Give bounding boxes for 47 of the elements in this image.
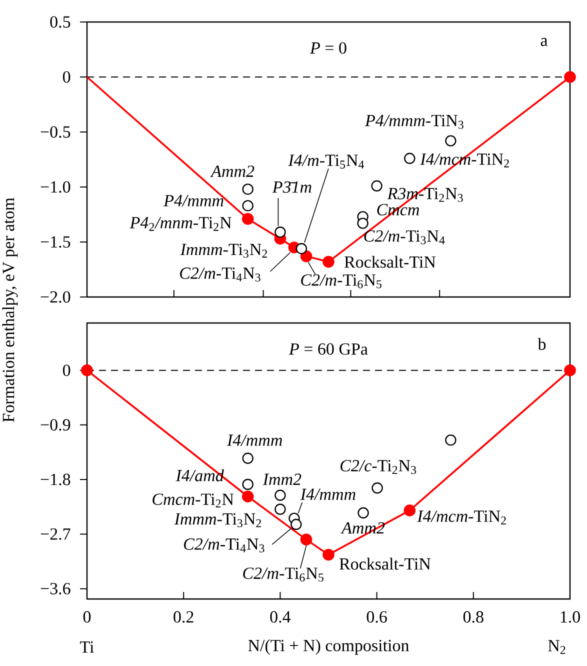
y-axis-title: Formation enthalpy, eV per atom (2, 198, 18, 422)
x-tick-label: 0.6 (366, 611, 387, 623)
annotation: Amm2 (210, 166, 254, 177)
x-axis-title: N/(Ti + N) composition (248, 639, 409, 655)
x-tick-label: 0.4 (270, 611, 291, 623)
annotation: Cmcm-Ti$_{2}$N (152, 494, 234, 508)
annotation: C2/m-Ti$_{6}$N$_{5}$ (243, 568, 324, 582)
y-tick-label: 0 (62, 364, 70, 376)
x-tick-label: 1.0 (560, 611, 580, 623)
annotation: I4/mmm (300, 488, 356, 500)
y-tick-label: −2.7 (40, 528, 70, 540)
annotation: C2/m-Ti$_{6}$N$_{5}$ (301, 274, 382, 288)
annotation: P4$_{2}$/mnm-Ti$_{2}$N (130, 216, 232, 231)
annotation: C2/m-Ti$_{4}$N$_{3}$ (180, 268, 260, 282)
annotation: Immm-Ti$_{3}$N$_{2}$ (174, 513, 261, 528)
annotation: P4/mmm (164, 195, 224, 206)
annotation: C2/c-Ti$_{2}$N$_{3}$ (340, 460, 416, 474)
annotation: P4/mmm-TiN$_{3}$ (364, 114, 464, 129)
y-tick-label: −1.0 (40, 181, 70, 193)
y-tick-label: −0.9 (40, 419, 70, 431)
annotation: C2/m-Ti$_{4}$N$_{3}$ (184, 538, 264, 552)
annotation: Rocksalt-TiN (344, 256, 436, 268)
x-tick-label: 0 (83, 611, 91, 623)
text: Ti (80, 641, 94, 653)
annotation: I4/mmm (226, 434, 282, 446)
text: P = 0 (310, 42, 346, 54)
y-tick-label: −3.6 (40, 582, 70, 594)
y-tick-label: −1.5 (40, 236, 70, 248)
annotation: Rocksalt-TiN (339, 558, 431, 570)
annotation: I4/m-Ti$_{5}$N$_{4}$ (288, 154, 364, 169)
x-tick-label: 0.2 (174, 611, 194, 623)
annotation: b (538, 338, 546, 350)
annotation: R3m-Ti$_{2}$N$_{3}$ (387, 188, 463, 202)
annotation: Immm-Ti$_{3}$N$_{2}$ (180, 244, 267, 258)
x-tick-label: 0.8 (463, 611, 484, 623)
annotation: P3̄1m (272, 181, 312, 193)
annotation: Imm2 (262, 474, 302, 485)
y-tick-label: 0.5 (50, 16, 70, 28)
y-tick-label: −2.0 (40, 291, 70, 303)
y-tick-label: 0 (62, 71, 70, 83)
annotation: I4/mcm-TiN$_{2}$ (417, 510, 506, 524)
text: N$_{2}$ (548, 640, 566, 654)
y-tick-label: −0.5 (40, 126, 70, 138)
y-tick-label: −1.8 (40, 474, 70, 486)
text: P = 60 GPa (288, 343, 368, 355)
annotation: a (540, 38, 548, 46)
annotation: C2/m-Ti$_{3}$N$_{4}$ (364, 230, 445, 244)
